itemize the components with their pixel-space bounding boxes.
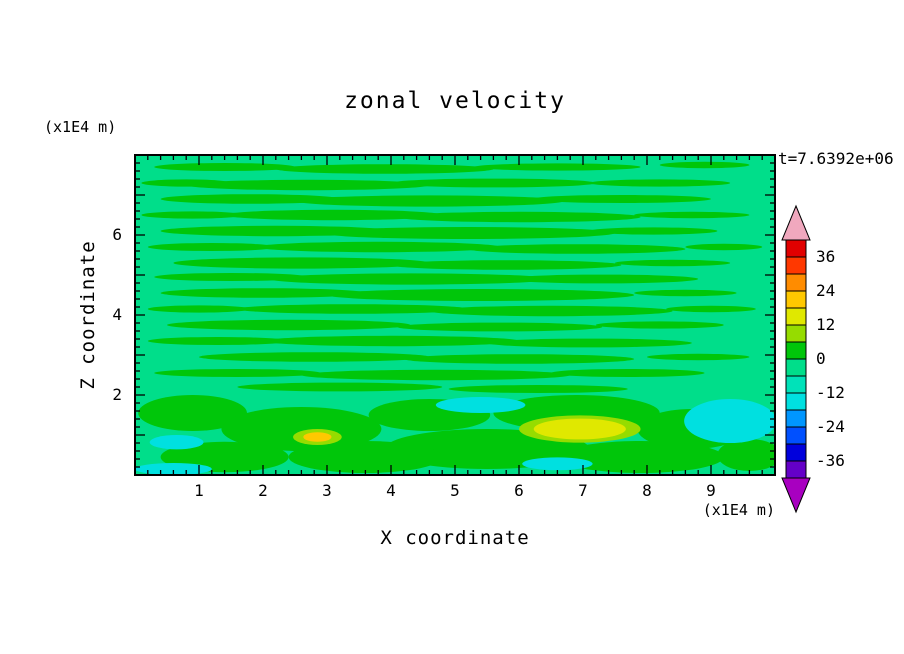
- colorbar-segment: [785, 273, 807, 292]
- colorbar-segment: [785, 460, 807, 479]
- x-tick-label: 3: [322, 481, 332, 500]
- colorbar: [781, 204, 811, 514]
- x-tick-label: 5: [450, 481, 460, 500]
- colorbar-tick-label: -12: [816, 383, 845, 402]
- colorbar-segment: [785, 392, 807, 411]
- axis-ticks: [134, 154, 776, 476]
- y-tick-label: 4: [112, 305, 122, 324]
- colorbar-tick-label: 0: [816, 349, 826, 368]
- contour-field: [135, 155, 775, 475]
- timestamp-label: t=7.6392e+06: [778, 149, 894, 168]
- x-tick-label: 6: [514, 481, 524, 500]
- colorbar-tick-label: 24: [816, 281, 836, 300]
- colorbar-segment: [785, 375, 807, 394]
- colorbar-bottom-arrow: [781, 477, 811, 514]
- y-axis-unit-label: (x1E4 m): [44, 118, 117, 136]
- colorbar-segment: [785, 239, 807, 258]
- colorbar-tick-label: -24: [816, 417, 845, 436]
- x-tick-label: 9: [706, 481, 716, 500]
- colorbar-segment: [785, 443, 807, 462]
- colorbar-segment: [785, 290, 807, 309]
- colorbar-tick-label: -36: [816, 451, 845, 470]
- x-tick-label: 4: [386, 481, 396, 500]
- colorbar-tick-label: 36: [816, 247, 836, 266]
- colorbar-segment: [785, 409, 807, 428]
- plot-title: zonal velocity: [344, 88, 566, 114]
- x-axis-unit-label: (x1E4 m): [702, 501, 775, 519]
- y-tick-label: 2: [112, 385, 122, 404]
- colorbar-segment: [785, 324, 807, 343]
- x-tick-label: 8: [642, 481, 652, 500]
- y-tick-label: 6: [112, 225, 122, 244]
- x-tick-label: 1: [194, 481, 204, 500]
- colorbar-segment: [785, 426, 807, 445]
- colorbar-segment: [785, 256, 807, 275]
- colorbar-top-arrow: [781, 204, 811, 241]
- x-tick-label: 2: [258, 481, 268, 500]
- x-tick-label: 7: [578, 481, 588, 500]
- colorbar-tick-label: 12: [816, 315, 836, 334]
- colorbar-segment: [785, 307, 807, 326]
- colorbar-segment: [785, 341, 807, 360]
- colorbar-segment: [785, 358, 807, 377]
- x-axis-label: X coordinate: [380, 527, 530, 549]
